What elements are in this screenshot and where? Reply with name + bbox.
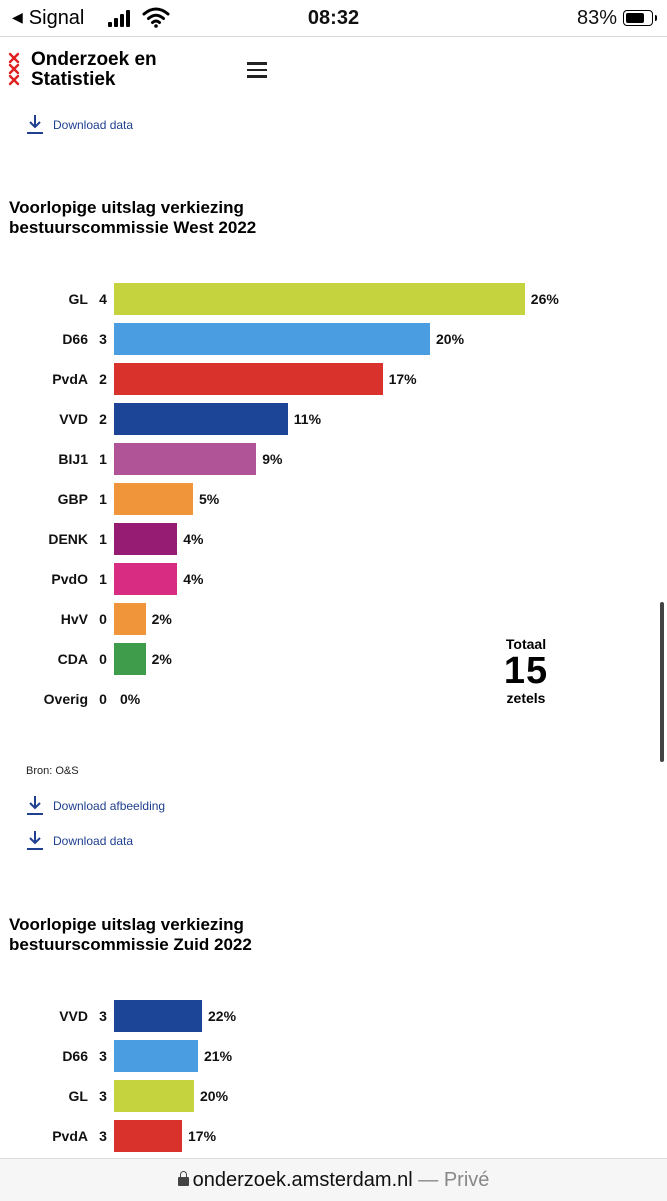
private-mode-label: — Privé: [418, 1169, 490, 1191]
party-label: PvdA: [52, 371, 88, 387]
seat-count: 1: [99, 571, 107, 587]
party-label: GBP: [57, 491, 88, 507]
party-label: CDA: [57, 651, 88, 667]
bar: [114, 1080, 194, 1112]
bar: [114, 1120, 182, 1152]
bar: [114, 403, 288, 435]
bar: [114, 1000, 202, 1032]
party-label: Overig: [43, 691, 88, 707]
wifi-icon: [142, 7, 170, 28]
lock-icon: [177, 1171, 189, 1186]
percentage-label: 21%: [204, 1048, 233, 1064]
battery-icon: [623, 10, 657, 26]
download-data-label: Download data: [53, 118, 134, 132]
back-triangle-icon: ◀: [12, 9, 23, 25]
seat-count: 3: [99, 331, 107, 347]
back-to-app-button[interactable]: ◀ Signal: [12, 7, 84, 30]
party-label: VVD: [59, 411, 88, 427]
percentage-label: 11%: [293, 411, 322, 427]
bar: [114, 483, 193, 515]
battery-percentage: 83%: [576, 7, 617, 29]
party-label: PvdA: [52, 1128, 88, 1144]
seat-count: 4: [99, 291, 107, 307]
seat-count: 1: [99, 531, 107, 547]
percentage-label: 2%: [151, 611, 172, 627]
seat-count: 2: [99, 411, 107, 427]
source-note: Bron: O&S: [26, 765, 79, 777]
party-label: DENK: [48, 531, 88, 547]
party-label: HvV: [60, 611, 88, 627]
percentage-label: 0%: [120, 691, 141, 707]
url-host: onderzoek.amsterdam.nl: [192, 1169, 413, 1191]
bar: [114, 323, 430, 355]
party-label: GL: [68, 1088, 88, 1104]
download-icon: [27, 115, 43, 134]
percentage-label: 2%: [151, 651, 172, 667]
seat-count: 2: [99, 371, 107, 387]
total-seats: Totaal 15 zetels: [495, 636, 557, 706]
bar: [114, 443, 257, 475]
bar: [114, 283, 525, 315]
address-bar[interactable]: onderzoek.amsterdam.nl — Privé: [0, 1158, 667, 1201]
party-label: VVD: [59, 1008, 88, 1024]
party-label: PvdO: [51, 571, 88, 587]
back-app-label: Signal: [28, 7, 85, 29]
bar: [114, 563, 178, 595]
brand-line-1: Onderzoek en: [31, 49, 157, 70]
scrollbar[interactable]: [660, 602, 664, 762]
percentage-label: 26%: [530, 291, 559, 307]
seat-count: 3: [99, 1048, 107, 1064]
chart-title-zuid: Voorlopige uitslag verkiezing bestuursco…: [9, 915, 252, 955]
seat-count: 1: [99, 491, 107, 507]
percentage-label: 20%: [200, 1088, 229, 1104]
header-divider: [0, 36, 667, 37]
seat-count: 0: [99, 651, 107, 667]
party-label: BIJ1: [58, 451, 88, 467]
clock: 08:32: [307, 7, 360, 29]
seat-count: 1: [99, 451, 107, 467]
seat-count: 0: [99, 611, 107, 627]
total-label: Totaal: [505, 636, 547, 652]
percentage-label: 4%: [183, 531, 204, 547]
seat-count: 3: [99, 1008, 107, 1024]
percentage-label: 5%: [199, 491, 220, 507]
hamburger-menu-icon[interactable]: [247, 62, 267, 78]
status-bar: ◀ Signal 08:32 83%: [0, 0, 667, 36]
bar: [114, 523, 178, 555]
party-label: D66: [62, 1048, 88, 1064]
percentage-label: 9%: [262, 451, 283, 467]
download-data-label: Download data: [53, 834, 134, 848]
percentage-label: 4%: [183, 571, 204, 587]
chart-title-zuid-line-1: Voorlopige uitslag verkiezing: [9, 915, 244, 934]
percentage-label: 17%: [388, 371, 417, 387]
download-icon: [27, 831, 43, 850]
chart-title-zuid-line-2: bestuurscommissie Zuid 2022: [9, 935, 252, 954]
party-label: D66: [62, 331, 88, 347]
download-image-label: Download afbeelding: [53, 799, 166, 813]
percentage-label: 20%: [436, 331, 465, 347]
total-value: 15: [503, 650, 549, 692]
chart-title-west-line-2: bestuurscommissie West 2022: [9, 218, 257, 237]
percentage-label: 17%: [188, 1128, 217, 1144]
bar: [114, 643, 146, 675]
brand-line-2: Statistiek: [31, 69, 116, 90]
percentage-label: 22%: [208, 1008, 237, 1024]
seat-count: 3: [99, 1128, 107, 1144]
cell-signal-icon: [108, 9, 132, 27]
chart-title-west: Voorlopige uitslag verkiezing bestuursco…: [9, 198, 256, 238]
site-brand[interactable]: Onderzoek en Statistiek: [31, 50, 157, 90]
bar: [114, 363, 383, 395]
seat-count: 3: [99, 1088, 107, 1104]
amsterdam-crosses-logo: [8, 52, 20, 86]
bar: [114, 603, 146, 635]
bar: [114, 1040, 198, 1072]
party-label: GL: [68, 291, 88, 307]
total-unit: zetels: [506, 690, 546, 706]
seat-count: 0: [99, 691, 107, 707]
chart-title-west-line-1: Voorlopige uitslag verkiezing: [9, 198, 244, 217]
download-icon: [27, 796, 43, 815]
